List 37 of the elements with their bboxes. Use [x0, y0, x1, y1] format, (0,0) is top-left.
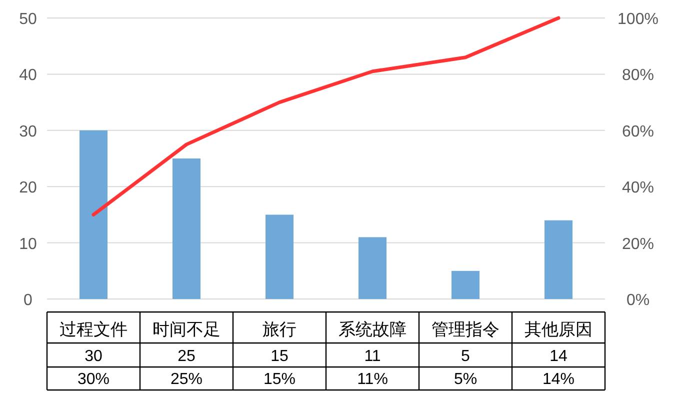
text: 5%: [454, 371, 478, 388]
y-tick-label: 50: [19, 11, 37, 28]
data-label: 5: [461, 348, 470, 365]
y2-tick-label: 0%: [626, 292, 650, 309]
x-tick-label: 时间不足: [152, 320, 220, 339]
data-label: 15: [270, 348, 288, 365]
bar: [544, 220, 572, 299]
y-tick-label: 0: [24, 292, 33, 309]
text: 11%: [357, 371, 388, 388]
bar: [358, 237, 386, 299]
y2-tick-label: 80%: [622, 67, 654, 84]
text: 15%: [263, 371, 296, 388]
text: 14%: [542, 371, 575, 388]
y2-tick-label: 100%: [618, 11, 658, 28]
x-tick-label: 其他原因: [524, 320, 592, 339]
y-tick-label: 20: [19, 180, 37, 197]
text: 30%: [77, 371, 110, 388]
bar: [80, 130, 108, 299]
y-tick-label: 40: [19, 67, 37, 84]
data-label: 30: [84, 348, 102, 365]
y2-tick-label: 40%: [622, 180, 654, 197]
data-label: 11: [364, 348, 381, 365]
x-tick-label: 系统故障: [338, 320, 406, 339]
data-label: 25: [178, 348, 196, 365]
y2-tick-label: 20%: [622, 236, 654, 253]
y-tick-label: 30: [19, 123, 37, 140]
x-tick-label: 过程文件: [60, 320, 128, 339]
line-series: [92, 16, 560, 216]
bar: [452, 270, 480, 299]
bar: [172, 158, 200, 299]
x-tick-label: 管理指令: [432, 320, 500, 339]
bar: [266, 214, 294, 299]
x-tick-label: 旅行: [262, 320, 296, 339]
text: 25%: [170, 371, 203, 388]
data-label: 14: [550, 348, 568, 365]
y-tick-label: 10: [19, 236, 37, 253]
y2-tick-label: 60%: [622, 123, 654, 140]
